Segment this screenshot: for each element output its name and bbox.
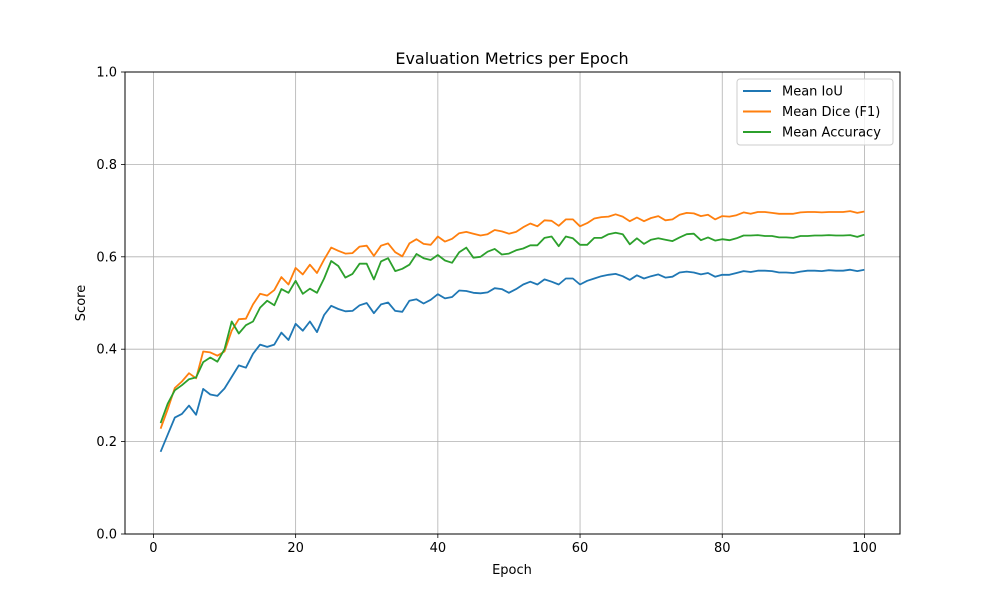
x-tick-label: 40 xyxy=(430,541,447,556)
plot-area-frame xyxy=(124,71,901,535)
y-tick-label: 0.6 xyxy=(96,250,117,265)
x-tick-label: 100 xyxy=(852,541,877,556)
y-tick-label: 1.0 xyxy=(96,66,117,81)
x-tick-label: 20 xyxy=(287,541,304,556)
legend-label-mean-dice-f1: Mean Dice (F1) xyxy=(782,105,880,120)
tick-layer: 0 20 40 60 80 100 0.0 0.2 0.4 0.6 0.8 1.0 xyxy=(96,66,877,557)
legend-box xyxy=(736,78,894,146)
chart-title: Evaluation Metrics per Epoch xyxy=(395,49,628,68)
series-line-mean-accuracy xyxy=(159,231,865,424)
series-line-mean-iou xyxy=(159,268,865,453)
x-tick-label: 0 xyxy=(149,541,157,556)
x-tick-label: 60 xyxy=(572,541,589,556)
y-axis-label: Score xyxy=(74,285,89,321)
legend-label-mean-accuracy: Mean Accuracy xyxy=(782,126,881,141)
x-axis-label: Epoch xyxy=(492,563,532,578)
legend: Mean IoU Mean Dice (F1) Mean Accuracy xyxy=(736,78,894,146)
series-line-mean-dice-f1 xyxy=(159,210,865,430)
legend-label-mean-iou: Mean IoU xyxy=(782,85,843,100)
series-layer xyxy=(159,210,865,453)
x-tick-label: 80 xyxy=(714,541,731,556)
y-tick-label: 0.0 xyxy=(96,528,117,543)
y-tick-label: 0.2 xyxy=(96,435,117,450)
y-tick-label: 0.4 xyxy=(96,343,117,358)
y-tick-label: 0.8 xyxy=(96,158,117,173)
